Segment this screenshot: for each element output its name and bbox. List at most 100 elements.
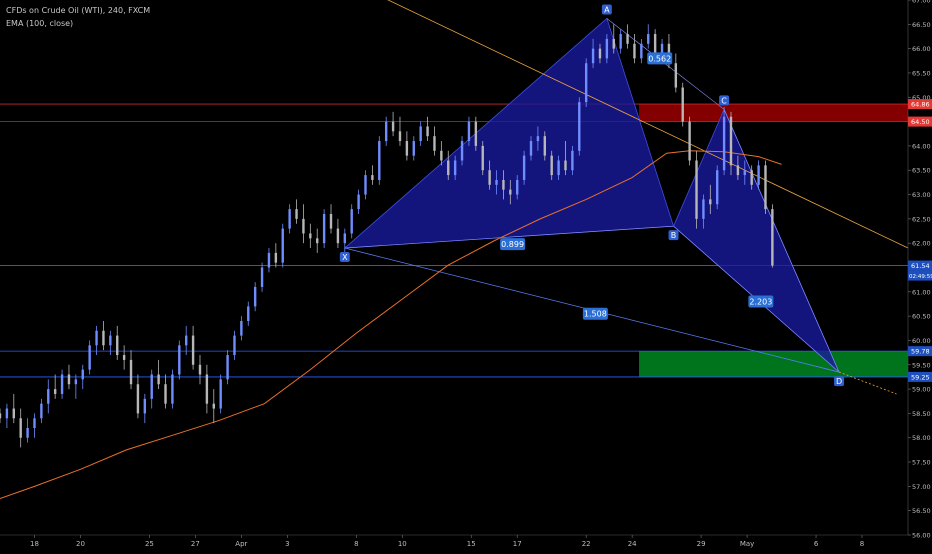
- candle-body-31: [212, 403, 215, 409]
- zone-target: [639, 351, 908, 377]
- y-tick-label: 57.00: [912, 483, 931, 491]
- candle-body-36: [247, 306, 250, 321]
- candle-body-69: [474, 121, 478, 146]
- candle-body-15: [102, 330, 105, 346]
- ratio-box-1.508: [582, 307, 608, 320]
- y-tick-label: 66.50: [912, 21, 931, 29]
- candle-body-65: [447, 160, 450, 176]
- level-tag-label: 64.86: [911, 101, 930, 109]
- candle-body-112: [771, 209, 774, 266]
- y-tick-label: 58.50: [912, 410, 931, 418]
- x-tick-label: 8: [354, 540, 358, 548]
- candle-body-108: [743, 170, 746, 176]
- candle-body-22: [150, 374, 153, 399]
- candle-body-107: [736, 165, 740, 176]
- y-tick-label: 63.00: [912, 191, 931, 199]
- candle-body-90: [619, 34, 622, 49]
- candle-body-67: [460, 141, 464, 161]
- candle-body-72: [495, 179, 498, 185]
- candle-body-103: [709, 199, 712, 205]
- point-box-A: [601, 4, 612, 15]
- candle-body-49: [336, 228, 340, 244]
- y-tick-label: 59.50: [912, 361, 931, 369]
- candle-body-6: [40, 403, 43, 419]
- candle-body-87: [598, 48, 602, 59]
- candle-body-17: [116, 335, 119, 356]
- x-tick-label: May: [740, 540, 754, 548]
- candle-body-37: [253, 286, 257, 307]
- y-tick-label: 60.00: [912, 337, 931, 345]
- candle-body-102: [702, 199, 705, 219]
- candle-body-54: [371, 175, 374, 180]
- candle-body-26: [178, 345, 181, 375]
- candle-body-61: [419, 126, 422, 142]
- candle-body-86: [591, 48, 595, 64]
- candle-body-77: [529, 141, 533, 156]
- candle-body-7: [47, 389, 50, 404]
- candle-body-100: [688, 121, 691, 161]
- candle-body-23: [157, 374, 160, 385]
- x-tick-label: 18: [30, 540, 39, 548]
- candle-body-98: [674, 63, 678, 88]
- candle-body-9: [60, 374, 64, 394]
- x-tick-label: 3: [285, 540, 289, 548]
- candle-body-11: [74, 379, 78, 385]
- candle-body-64: [440, 150, 443, 161]
- candle-body-83: [571, 150, 574, 171]
- y-tick-label: 62.00: [912, 240, 931, 248]
- x-tick-label: 6: [814, 540, 819, 548]
- x-tick-label: 22: [582, 540, 591, 548]
- candle-body-24: [164, 384, 167, 404]
- candle-body-109: [750, 170, 753, 185]
- point-label-B: B: [671, 231, 677, 240]
- point-box-C: [719, 95, 730, 106]
- candle-body-48: [329, 214, 333, 229]
- candle-body-2: [12, 408, 15, 419]
- candle-body-99: [681, 87, 684, 122]
- candle-body-50: [343, 233, 347, 244]
- candle-body-47: [322, 214, 326, 244]
- candle-body-94: [647, 34, 650, 44]
- y-tick-label: 63.50: [912, 167, 931, 175]
- candle-body-29: [198, 364, 202, 375]
- candle-body-74: [509, 189, 512, 195]
- candle-body-55: [378, 141, 381, 180]
- candle-body-78: [536, 136, 540, 142]
- candle-body-76: [522, 155, 526, 180]
- ratio-box-2.203: [748, 295, 774, 308]
- candle-body-89: [612, 38, 615, 49]
- candle-body-62: [426, 126, 429, 137]
- candle-body-95: [653, 34, 657, 54]
- y-tick-label: 58.00: [912, 434, 931, 442]
- candle-body-18: [122, 355, 126, 360]
- candle-body-34: [233, 335, 236, 356]
- y-tick-label: 67.00: [912, 0, 931, 5]
- point-label-A: A: [604, 5, 610, 14]
- ratio-label-0.562: 0.562: [648, 54, 671, 63]
- y-tick-label: 62.50: [912, 215, 931, 223]
- y-tick-label: 66.00: [912, 45, 931, 53]
- candle-body-68: [467, 121, 471, 142]
- x-tick-label: 27: [191, 540, 200, 548]
- candle-body-93: [640, 43, 643, 59]
- ratio-label-1.508: 1.508: [584, 310, 607, 319]
- candle-body-66: [453, 160, 457, 176]
- candle-body-43: [295, 209, 298, 219]
- candle-body-8: [53, 389, 57, 394]
- ratio-box-0.899: [500, 238, 526, 251]
- candle-body-59: [405, 141, 409, 156]
- ratio-label-2.203: 2.203: [749, 298, 772, 307]
- candle-body-53: [364, 175, 367, 195]
- candle-body-84: [578, 102, 581, 151]
- level-tag-59.25: [908, 371, 932, 382]
- candle-body-85: [584, 63, 588, 103]
- candle-body-88: [605, 38, 609, 59]
- candle-body-28: [191, 335, 195, 365]
- y-tick-label: 64.00: [912, 142, 931, 150]
- level-tag-label: 64.50: [911, 118, 930, 126]
- candle-body-58: [398, 131, 402, 142]
- candle-body-79: [543, 136, 546, 156]
- candle-body-106: [729, 116, 733, 166]
